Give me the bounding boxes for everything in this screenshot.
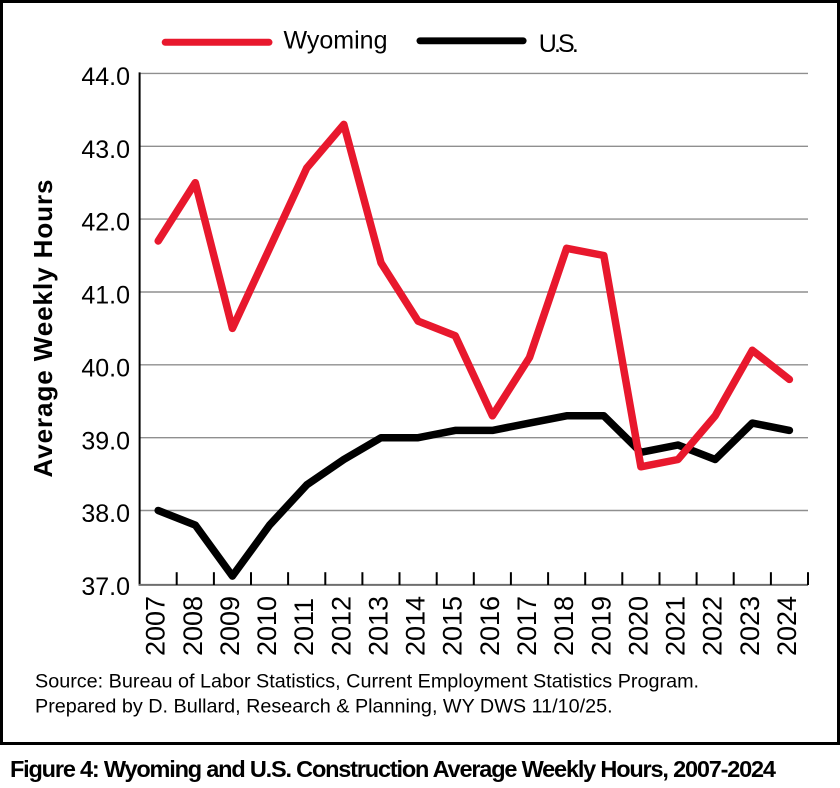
svg-text:2023: 2023	[735, 596, 765, 656]
svg-text:Source: Bureau of Labor Statis: Source: Bureau of Labor Statistics, Curr…	[35, 671, 699, 693]
svg-text:2011: 2011	[289, 598, 319, 656]
svg-text:2012: 2012	[326, 596, 356, 656]
svg-text:2007: 2007	[141, 596, 171, 656]
svg-text:2021: 2021	[661, 596, 691, 656]
svg-text:41.0: 41.0	[81, 282, 130, 310]
svg-text:38.0: 38.0	[81, 500, 130, 528]
svg-text:42.0: 42.0	[81, 209, 130, 237]
svg-text:2009: 2009	[215, 596, 245, 656]
svg-text:2020: 2020	[623, 596, 653, 656]
svg-text:2015: 2015	[438, 596, 468, 656]
svg-text:2019: 2019	[586, 596, 616, 656]
svg-text:Average Weekly Hours: Average Weekly Hours	[28, 180, 58, 478]
svg-text:Wyoming: Wyoming	[284, 26, 388, 54]
svg-text:Prepared by D. Bullard, Resear: Prepared by D. Bullard, Research & Plann…	[35, 696, 613, 718]
svg-text:40.0: 40.0	[81, 354, 130, 382]
svg-text:2024: 2024	[772, 596, 802, 656]
svg-text:2016: 2016	[475, 596, 505, 656]
svg-text:37.0: 37.0	[81, 573, 130, 601]
svg-text:44.0: 44.0	[81, 63, 130, 91]
svg-text:2022: 2022	[698, 596, 728, 656]
svg-text:2010: 2010	[252, 596, 282, 656]
svg-text:U.S.: U.S.	[539, 30, 579, 58]
svg-text:2018: 2018	[549, 596, 579, 656]
svg-text:43.0: 43.0	[81, 136, 130, 164]
svg-text:Figure 4: Wyoming and U.S. Con: Figure 4: Wyoming and U.S. Construction …	[10, 756, 776, 782]
svg-text:39.0: 39.0	[81, 427, 130, 455]
svg-text:2008: 2008	[178, 596, 208, 656]
svg-text:2017: 2017	[512, 596, 542, 656]
svg-text:2013: 2013	[364, 596, 394, 656]
svg-text:2014: 2014	[401, 596, 431, 656]
